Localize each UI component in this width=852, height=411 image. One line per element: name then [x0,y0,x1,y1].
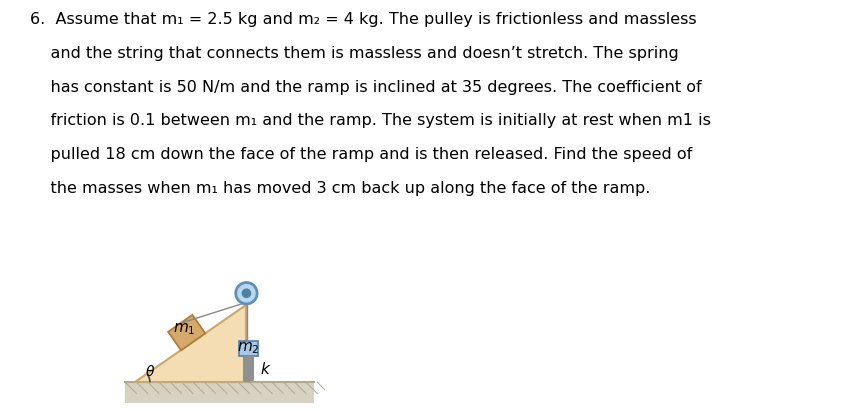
Polygon shape [168,315,205,350]
Circle shape [235,282,256,304]
Text: and the string that connects them is massless and doesn’t stretch. The spring: and the string that connects them is mas… [30,46,678,61]
Bar [239,341,257,356]
Polygon shape [135,305,246,382]
Text: $\theta$: $\theta$ [145,364,155,379]
Text: $m_2$: $m_2$ [237,341,260,356]
Text: 6.  Assume that m₁ = 2.5 kg and m₂ = 4 kg. The pulley is frictionless and massle: 6. Assume that m₁ = 2.5 kg and m₂ = 4 kg… [30,12,696,27]
Circle shape [242,289,250,297]
Text: the masses when m₁ has moved 3 cm back up along the face of the ramp.: the masses when m₁ has moved 3 cm back u… [30,181,649,196]
Bar [125,382,314,403]
Text: has constant is 50 N/m and the ramp is inclined at 35 degrees. The coefficient o: has constant is 50 N/m and the ramp is i… [30,80,700,95]
Text: pulled 18 cm down the face of the ramp and is then released. Find the speed of: pulled 18 cm down the face of the ramp a… [30,147,691,162]
Text: $k$: $k$ [260,361,271,377]
Text: $m_1$: $m_1$ [173,322,196,337]
Text: friction is 0.1 between m₁ and the ramp. The system is initially at rest when m1: friction is 0.1 between m₁ and the ramp.… [30,113,710,128]
